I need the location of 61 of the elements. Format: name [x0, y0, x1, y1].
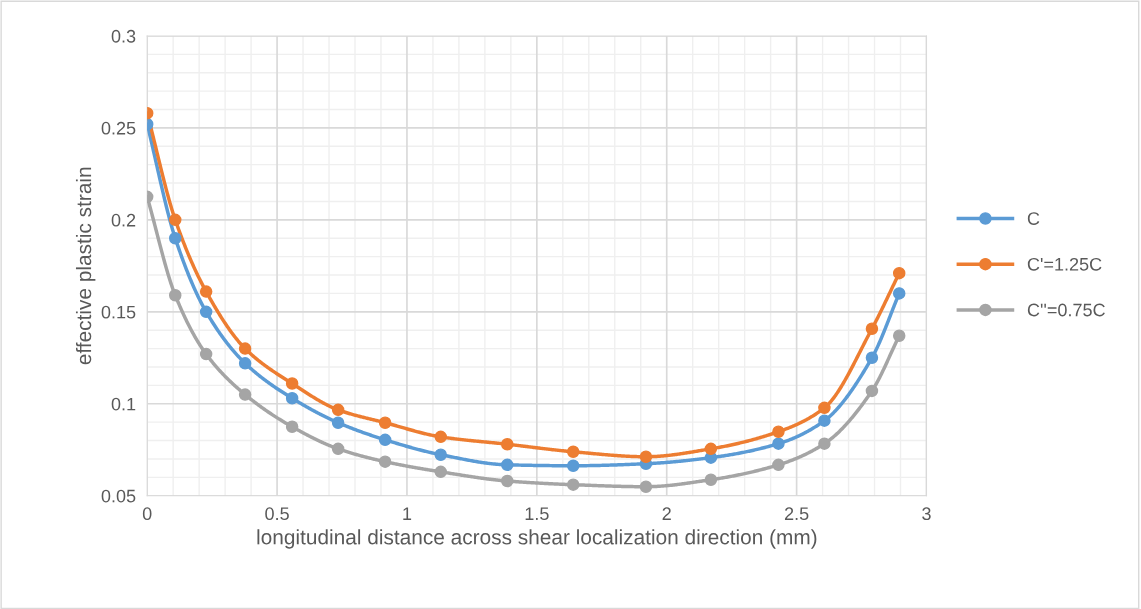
- point: [500, 458, 514, 472]
- point: [434, 465, 447, 479]
- point: [199, 305, 213, 319]
- point: [704, 442, 718, 456]
- point: [199, 347, 213, 361]
- point: [168, 231, 182, 245]
- point: [331, 442, 345, 456]
- point: [704, 473, 718, 486]
- point: [772, 437, 785, 450]
- point: [168, 213, 182, 227]
- legend-label: C''=0.75C: [1027, 303, 1105, 317]
- x-tick-label: 0: [142, 507, 152, 521]
- point: [378, 455, 392, 468]
- point: [331, 416, 345, 429]
- point: [818, 437, 831, 450]
- point: [639, 480, 653, 493]
- point: [500, 437, 514, 451]
- x-tick-label: 0.5: [265, 507, 289, 521]
- point: [772, 458, 785, 472]
- x-tick-label: 2.5: [784, 507, 809, 521]
- point: [566, 478, 580, 491]
- x-tick-label: 3: [922, 507, 931, 521]
- point: [818, 414, 831, 427]
- point: [566, 445, 580, 459]
- point: [566, 459, 580, 472]
- point: [865, 384, 879, 398]
- point: [168, 289, 182, 302]
- point: [285, 391, 299, 405]
- point: [285, 377, 299, 390]
- point: [772, 425, 785, 438]
- point: [238, 388, 252, 401]
- point: [378, 416, 392, 429]
- y-tick-label: 0.1: [111, 397, 136, 411]
- y-axis-title: effective plastic strain: [75, 167, 96, 365]
- point: [892, 266, 906, 280]
- point: [892, 287, 906, 300]
- point: [285, 420, 299, 434]
- legend-label: C'=1.25C: [1027, 257, 1102, 271]
- point: [378, 433, 392, 447]
- point: [434, 448, 447, 461]
- y-tick-label: 0.2: [111, 213, 136, 227]
- x-tick-label: 1.5: [525, 507, 549, 521]
- x-axis-title: longitudinal distance across shear localization direction (mm): [257, 529, 817, 549]
- y-tick-label: 0.25: [101, 121, 136, 135]
- point: [238, 342, 252, 355]
- point: [892, 329, 906, 342]
- point: [818, 401, 831, 415]
- point: [331, 403, 345, 417]
- y-tick-label: 0.3: [111, 29, 136, 43]
- y-tick-label: 0.05: [101, 489, 136, 503]
- point: [500, 474, 514, 488]
- point: [199, 285, 213, 298]
- point: [639, 450, 653, 463]
- x-tick-label: 1: [403, 507, 412, 520]
- point: [238, 357, 252, 370]
- legend-label: C: [1027, 212, 1040, 225]
- x-tick-label: 2: [662, 507, 671, 520]
- point: [434, 430, 447, 444]
- point: [865, 322, 879, 335]
- point: [865, 351, 879, 365]
- y-tick-label: 0.15: [101, 305, 136, 319]
